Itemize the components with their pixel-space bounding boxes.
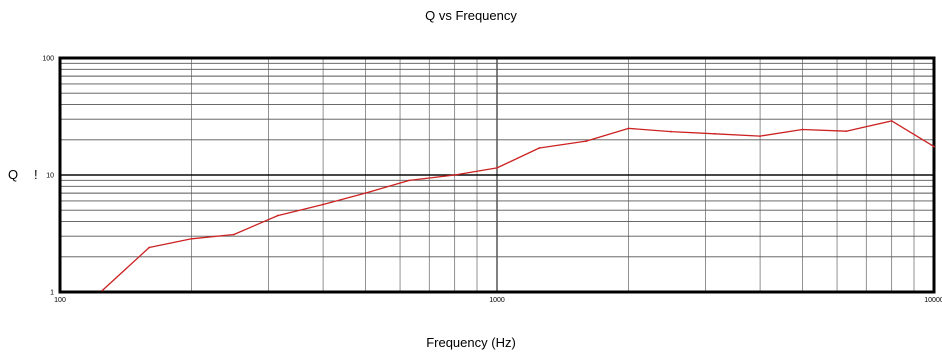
data-point: [408, 179, 411, 182]
data-point: [845, 130, 848, 133]
series-layer: [101, 119, 935, 292]
data-point: [322, 203, 325, 206]
series-line: [101, 120, 935, 291]
y-tick-label: 1: [50, 290, 54, 297]
y-tick-label: 10: [46, 173, 54, 180]
data-point: [496, 166, 498, 169]
data-point: [364, 192, 367, 195]
data-point: [148, 246, 151, 249]
data-point: [453, 174, 456, 176]
y-axis-label: Q: [8, 167, 19, 182]
x-tick-label: 100: [54, 297, 66, 304]
plot-frame: [58, 56, 936, 294]
data-point: [890, 119, 893, 122]
x-tick-label: 10000: [924, 297, 942, 304]
data-point: [538, 147, 541, 149]
data-point: [276, 214, 279, 217]
y-axis-label-mark: !: [34, 167, 38, 182]
x-tick-label: 1000: [489, 297, 505, 304]
plot-border: [58, 56, 936, 294]
data-point: [101, 289, 104, 292]
data-point: [232, 233, 235, 236]
grid-lines: [59, 57, 935, 293]
data-point: [669, 130, 672, 133]
data-point: [190, 237, 193, 240]
chart-title: Q vs Frequency: [425, 8, 517, 23]
data-point: [713, 132, 716, 135]
data-point: [585, 140, 588, 142]
data-point: [801, 128, 804, 131]
tick-labels: 100 1000 10000 1 10 100: [42, 56, 942, 305]
x-axis-label: Frequency (Hz): [426, 335, 516, 350]
data-point: [933, 145, 935, 148]
y-tick-label: 100: [42, 56, 54, 63]
data-point: [759, 135, 762, 138]
data-point: [627, 127, 630, 130]
